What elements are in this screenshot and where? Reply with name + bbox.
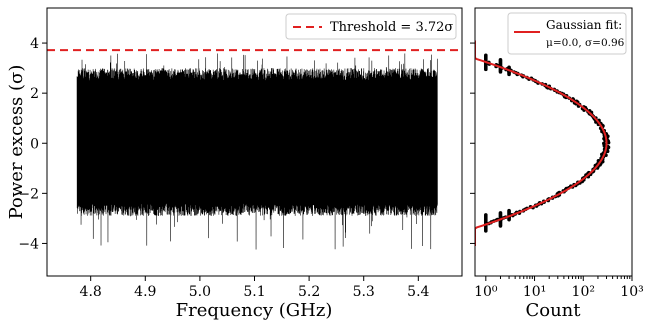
gaussian-fit-curve <box>475 40 608 246</box>
x-tick-label: 10³ <box>620 284 643 300</box>
histogram-point <box>602 141 606 146</box>
y-tick-label: −4 <box>18 236 39 252</box>
histogram-point <box>507 208 511 213</box>
y-tick-label: −2 <box>18 186 39 202</box>
fit-legend-label-line2: μ=0.0, σ=0.96 <box>546 37 625 49</box>
y-tick-label: 2 <box>30 86 39 102</box>
left-y-axis-ticks: −4 −2 0 2 4 <box>18 36 47 252</box>
histogram-point <box>498 211 503 215</box>
histogram-point <box>507 65 511 70</box>
fit-legend-label-line1: Gaussian fit: <box>546 18 622 32</box>
right-panel: 10⁰ 10¹ 10² 10³ Gaussian fit: μ=0.0, σ=0.96… <box>470 7 644 321</box>
x-tick-label: 10⁰ <box>474 284 498 300</box>
left-x-axis-label: Frequency (GHz) <box>176 300 333 321</box>
x-tick-label: 5.1 <box>243 284 265 300</box>
left-legend: Threshold = 3.72σ <box>285 13 457 40</box>
x-tick-label: 5.0 <box>189 284 211 300</box>
left-legend-box <box>285 13 457 40</box>
right-legend-box <box>507 12 627 55</box>
noise-series <box>76 53 438 250</box>
x-tick-label: 5.3 <box>353 284 375 300</box>
right-x-axis-ticks: 10⁰ 10¹ 10² 10³ <box>474 276 644 300</box>
threshold-legend-label: Threshold = 3.72σ <box>330 20 453 35</box>
right-y-axis-ticks <box>470 42 475 244</box>
noise-trace <box>76 53 438 250</box>
x-tick-label: 4.8 <box>80 284 102 300</box>
x-tick-label: 10¹ <box>523 284 546 300</box>
left-y-axis-label: Power excess (σ) <box>6 65 27 220</box>
x-tick-label: 5.4 <box>407 284 429 300</box>
left-x-axis-ticks: 4.8 4.9 5.0 5.1 5.2 5.3 5.4 <box>80 276 430 300</box>
x-tick-label: 5.2 <box>298 284 320 300</box>
histogram-point <box>498 58 503 62</box>
y-tick-label: 0 <box>30 136 39 152</box>
histogram-point <box>484 213 488 217</box>
histogram-point <box>484 53 488 58</box>
left-panel: 4.8 4.9 5.0 5.1 5.2 5.3 5.4 −4 −2 0 2 4 Threshold … <box>6 7 463 321</box>
right-legend: Gaussian fit: μ=0.0, σ=0.96 <box>507 12 627 55</box>
right-plot-frame <box>474 7 633 277</box>
x-tick-label: 10² <box>572 284 595 300</box>
y-tick-label: 4 <box>30 36 39 52</box>
x-tick-label: 4.9 <box>134 284 156 300</box>
right-x-axis-label: Count <box>525 300 581 321</box>
